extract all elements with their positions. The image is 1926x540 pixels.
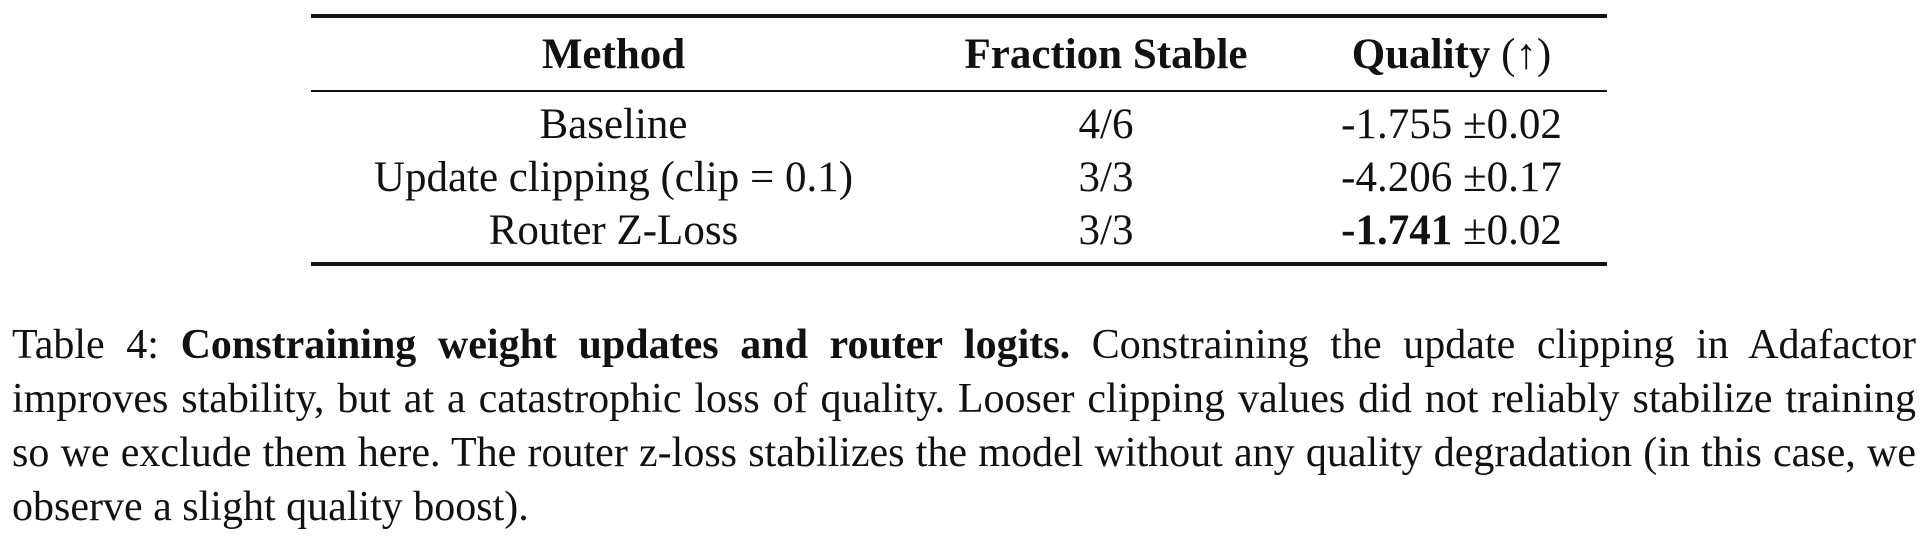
cell-fraction-stable: 3/3 (1078, 206, 1134, 254)
cell-fraction-stable: 3/3 (1078, 153, 1134, 201)
caption-label: Table 4: (12, 322, 159, 368)
table-mid-rule (311, 90, 1607, 92)
table: Method Fraction Stable Quality (↑) (311, 18, 1607, 90)
caption-body: Constraining the update clipping in Adaf… (12, 322, 1917, 530)
cell-method: Update clipping (clip = 0.1) (373, 153, 854, 201)
quality-value-best: -1.741 (1341, 206, 1453, 254)
quality-value: -1.755 (1341, 100, 1453, 148)
table-row: Update clipping (clip = 0.1) 3/3 -4.206 … (311, 150, 1607, 204)
table-row: Router Z-Loss 3/3 -1.741 ±0.02 (311, 204, 1607, 262)
caption-title: Constraining weight updates and router l… (180, 322, 1071, 368)
results-table: Method Fraction Stable Quality (↑) Basel… (311, 14, 1607, 266)
cell-method: Router Z-Loss (488, 206, 739, 254)
quality-error: ±0.02 (1462, 100, 1562, 148)
header-method: Method (541, 30, 686, 78)
table-header: Method Fraction Stable Quality (↑) (311, 18, 1607, 90)
header-quality: Quality (↑) (1296, 18, 1607, 90)
table-body: Baseline 4/6 -1.755 ±0.02 Update clippin… (311, 92, 1607, 262)
quality-error: ±0.02 (1462, 206, 1562, 254)
cell-quality: -1.755 ±0.02 (1296, 92, 1607, 150)
quality-error: ±0.17 (1462, 153, 1562, 201)
cell-method: Baseline (539, 100, 688, 148)
cell-quality: -4.206 ±0.17 (1296, 150, 1607, 204)
cell-quality: -1.741 ±0.02 (1296, 204, 1607, 262)
up-arrow-icon: (↑) (1501, 30, 1552, 78)
table-row: Baseline 4/6 -1.755 ±0.02 (311, 92, 1607, 150)
quality-value: -4.206 (1341, 153, 1453, 201)
cell-fraction-stable: 4/6 (1078, 100, 1134, 148)
table-caption: Table 4: Constraining weight updates and… (12, 318, 1916, 534)
table-top-rule (311, 14, 1607, 18)
header-fraction-stable: Fraction Stable (964, 30, 1248, 78)
table-bottom-rule (311, 262, 1607, 266)
header-row: Method Fraction Stable Quality (↑) (311, 18, 1607, 90)
header-quality-label: Quality (1351, 30, 1491, 78)
